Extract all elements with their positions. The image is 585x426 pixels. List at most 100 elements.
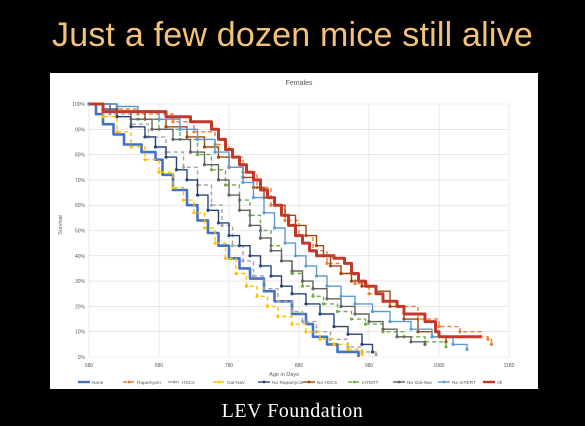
data-point [202, 163, 207, 167]
data-point [164, 155, 168, 159]
footer-text: LEV Foundation [221, 400, 364, 422]
data-point [241, 180, 245, 185]
legend-marker [127, 380, 131, 384]
data-point [353, 312, 357, 316]
legend-item: No Gal-Nav [393, 380, 433, 386]
legend-item: Rapamycin [123, 380, 161, 386]
data-point [311, 287, 315, 291]
data-point [171, 137, 175, 142]
data-point [195, 137, 200, 142]
data-point [272, 226, 277, 230]
x-axis-label: Age in Days [269, 372, 299, 378]
data-point [216, 178, 221, 182]
y-axis-label: Survival [58, 215, 64, 235]
y-tick-label: 90% [75, 127, 86, 133]
data-point [290, 292, 294, 296]
data-point [304, 330, 308, 334]
series-mtert [87, 102, 448, 349]
data-point [209, 203, 214, 207]
data-point [220, 223, 224, 228]
legend-marker [397, 380, 401, 384]
data-point [451, 342, 455, 346]
data-point [115, 115, 119, 119]
legend-label: None [92, 380, 104, 386]
legend-label: No Gal-Nav [407, 380, 433, 386]
data-point [262, 211, 266, 215]
data-point [409, 327, 413, 331]
data-point [192, 211, 196, 215]
data-point [339, 294, 343, 298]
series-line [89, 102, 481, 339]
data-point [206, 208, 210, 212]
data-point [153, 145, 158, 149]
data-point [335, 309, 340, 314]
data-point [346, 332, 350, 336]
data-point [227, 165, 231, 169]
data-point [416, 330, 420, 334]
data-point [216, 221, 221, 225]
legend-item: None [78, 380, 104, 386]
data-point [258, 264, 263, 268]
data-point [363, 322, 368, 326]
legend-marker [352, 380, 356, 384]
data-point [349, 279, 354, 283]
x-tick-label: 980 [365, 363, 374, 369]
survival-chart: Females 0% 10% 20% 30% 40% 50% 60% 70% 80% 90% 100… [58, 80, 515, 386]
legend: None Rapamycin HSCs Gal-Nav No Rapamycin No H… [78, 380, 502, 386]
data-point [304, 302, 308, 306]
series-line [89, 102, 360, 357]
data-point [360, 284, 364, 288]
data-point [269, 203, 273, 207]
data-point [255, 294, 259, 298]
data-point [360, 342, 364, 346]
legend-label: No HSCs [317, 380, 338, 386]
data-point [328, 264, 333, 268]
data-point [300, 319, 305, 324]
data-point [178, 127, 182, 131]
data-point [321, 302, 326, 306]
data-point [367, 292, 371, 296]
data-point [150, 127, 154, 131]
y-tick-label: 10% [75, 330, 86, 336]
data-point [325, 297, 329, 301]
data-point [129, 145, 133, 149]
data-point [248, 254, 252, 258]
y-tick-label: 30% [75, 279, 86, 285]
data-point [430, 335, 434, 339]
data-point [339, 304, 343, 308]
data-point [300, 284, 305, 288]
series-none [89, 102, 360, 357]
data-point [402, 317, 406, 321]
data-point [318, 337, 322, 341]
data-point [300, 279, 305, 283]
data-point [108, 112, 112, 116]
data-point [188, 150, 193, 154]
data-point [209, 168, 214, 172]
series-line [89, 103, 426, 345]
data-point [388, 304, 392, 308]
data-point [202, 226, 207, 230]
data-point [332, 342, 336, 346]
footer-bar [0, 392, 585, 426]
data-point [213, 241, 217, 245]
data-point [171, 120, 175, 124]
chart-title: Females [286, 80, 313, 87]
data-point [409, 340, 413, 344]
data-point [283, 241, 287, 245]
data-point [283, 218, 287, 222]
data-point [216, 155, 221, 159]
data-point [325, 261, 329, 265]
data-point [290, 309, 294, 314]
legend-marker [262, 380, 266, 384]
series-no-mtert [87, 102, 469, 352]
data-point [353, 302, 357, 306]
data-point [290, 322, 294, 326]
data-point [374, 352, 378, 357]
data-point [381, 327, 385, 331]
data-point [444, 345, 448, 349]
data-point [115, 104, 119, 109]
data-point [276, 314, 280, 319]
x-tick-label: 880 [295, 363, 304, 369]
data-point [367, 319, 371, 324]
legend-marker [442, 380, 446, 384]
